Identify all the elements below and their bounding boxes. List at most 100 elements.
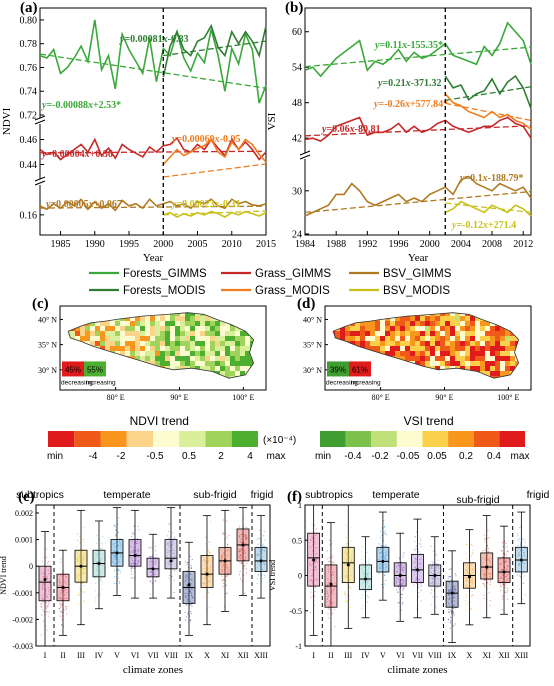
colorbar-swatch — [396, 431, 423, 447]
y-tick-label: 30 — [292, 186, 302, 197]
x-tick-label: 2010 — [222, 239, 242, 250]
lon-tick-label: 90° E — [170, 393, 188, 402]
x-tick-label: 2004 — [451, 239, 471, 250]
y-tick-label: 0.001 — [15, 536, 33, 545]
box-zone-VIII — [428, 536, 442, 615]
trend-line-grass-gimms — [39, 150, 267, 154]
lat-tick-label: 30° N — [303, 366, 322, 375]
panel-label: (c) — [32, 296, 49, 312]
x-tick-label: III — [77, 651, 85, 660]
panel-label: (a) — [20, 0, 38, 16]
x-tick-label: 2000 — [153, 239, 173, 250]
vsi-trend-colorbar: VSI trend min -0.4 -0.2 -0.05 0.05 0.2 0.4 max — [315, 414, 530, 462]
x-tick-label: 2000 — [420, 239, 440, 250]
iqr-box — [497, 557, 511, 583]
mean-marker — [169, 559, 173, 563]
x-tick-label: I — [312, 651, 315, 660]
y-tick-label: 0.76 — [20, 63, 38, 74]
y-tick-label: 0.46 — [20, 135, 38, 146]
mean-marker — [346, 563, 350, 567]
x-tick-label: II — [60, 651, 66, 660]
iqr-box — [376, 546, 390, 573]
colorbar-swatch — [422, 431, 449, 447]
lat-tick-label: 30° N — [38, 366, 57, 375]
legend-label-forests-modis: Forests_MODIS — [123, 285, 206, 297]
box-zone-VII — [411, 518, 424, 619]
colorbar-swatch — [100, 431, 127, 447]
trend-line-grass-modis — [445, 102, 532, 122]
trend-line-bsv-modis — [163, 210, 267, 216]
colorbar-swatch — [320, 431, 346, 447]
colorbar-title: VSI trend — [404, 414, 454, 428]
colorbar-tick-label: -4 — [89, 451, 98, 462]
mean-marker — [502, 570, 506, 574]
box-zone-I — [38, 531, 52, 647]
iqr-box — [359, 564, 372, 590]
colorbar-tick-label: min — [47, 451, 63, 462]
zone-group-label: temperate — [372, 489, 419, 501]
x-tick-label: 1985 — [51, 239, 71, 250]
mean-marker — [79, 564, 83, 568]
box-zone-III — [74, 509, 88, 626]
colorbar-tick-label: max — [511, 451, 530, 462]
lon-tick-label: 100° E — [497, 393, 519, 402]
trend-line-grass-modis — [163, 163, 267, 178]
trend-equation: y=0.00004x+0.36 — [41, 149, 113, 160]
colorbar-tick-label: 2 — [218, 451, 224, 462]
series-line-bsv-gimms — [39, 198, 267, 212]
y-tick-label: 0.5 — [292, 536, 302, 545]
panel-label: (f) — [287, 489, 302, 505]
colorbar-swatch — [448, 431, 474, 447]
colorbar-tick-label: -2 — [117, 451, 126, 462]
inset-decreasing-percent: 39% — [330, 365, 346, 374]
inset-increasing-percent: 55% — [87, 365, 103, 374]
lon-tick-label: 90° E — [435, 393, 453, 402]
axis-break-gap — [301, 153, 309, 159]
mean-marker — [151, 567, 155, 571]
mean-marker — [450, 591, 454, 595]
box-zone-XI — [218, 509, 232, 612]
mean-marker — [485, 565, 489, 569]
trend-equation: y=0.00081x-0.83 — [119, 34, 189, 45]
x-tick-label: XIII — [514, 651, 528, 660]
box-zone-VII — [146, 533, 160, 599]
mean-marker — [223, 559, 227, 563]
y-tick-label: 0.44 — [20, 160, 38, 171]
x-axis-title: climate zones — [387, 664, 447, 676]
box-zone-I — [307, 504, 321, 636]
trend-line-bsv-modis — [445, 202, 532, 214]
series-line-bsv-modis — [163, 210, 267, 219]
colorbar-swatch — [371, 431, 397, 447]
colorbar-tick-label: 0.05 — [427, 451, 447, 462]
colorbar-tick-label: -0.4 — [344, 451, 362, 462]
y-tick-label: 0.16 — [20, 210, 38, 221]
series-line-grass-modis — [162, 138, 267, 166]
trend-line-bsv-gimms — [304, 190, 532, 214]
box-zone-X — [463, 529, 476, 626]
colorbar-swatch — [126, 431, 153, 447]
mean-marker — [329, 582, 333, 586]
mean-marker — [133, 554, 137, 558]
colorbar-tick-label: 4 — [247, 451, 253, 462]
series-line-forests-gimms — [39, 19, 267, 104]
inset-decreasing-label: decreasing — [61, 379, 93, 386]
y-tick-label: 48 — [292, 98, 302, 109]
y-tick-label: 0.72 — [20, 111, 38, 122]
panel-d-vsi-trend-map: 40° N 35° N 30° N 80° E 90° E 100° E 39% 61% dec… — [297, 296, 532, 402]
lat-tick-label: 35° N — [303, 341, 322, 350]
y-tick-label: 24 — [292, 230, 302, 241]
x-tick-label: VIII — [428, 651, 442, 660]
x-tick-label: 2008 — [482, 239, 502, 250]
lon-tick-label: 80° E — [107, 393, 125, 402]
ndvi-trend-colorbar: NDVI trend min -4 -2 -0.5 0.5 2 4 max (×10⁻⁴) — [47, 414, 296, 462]
x-tick-label: 1992 — [357, 239, 377, 250]
plot-frame — [35, 504, 271, 647]
box-zone-II — [324, 522, 338, 647]
colorbar-title: NDVI trend — [130, 414, 189, 428]
y-tick-label: 54 — [292, 63, 302, 74]
lon-tick-label: 100° E — [232, 393, 254, 402]
x-tick-label: IX — [185, 651, 194, 660]
inset-increasing-label: increasing — [351, 379, 381, 386]
trend-line-forests-gimms — [304, 46, 532, 68]
